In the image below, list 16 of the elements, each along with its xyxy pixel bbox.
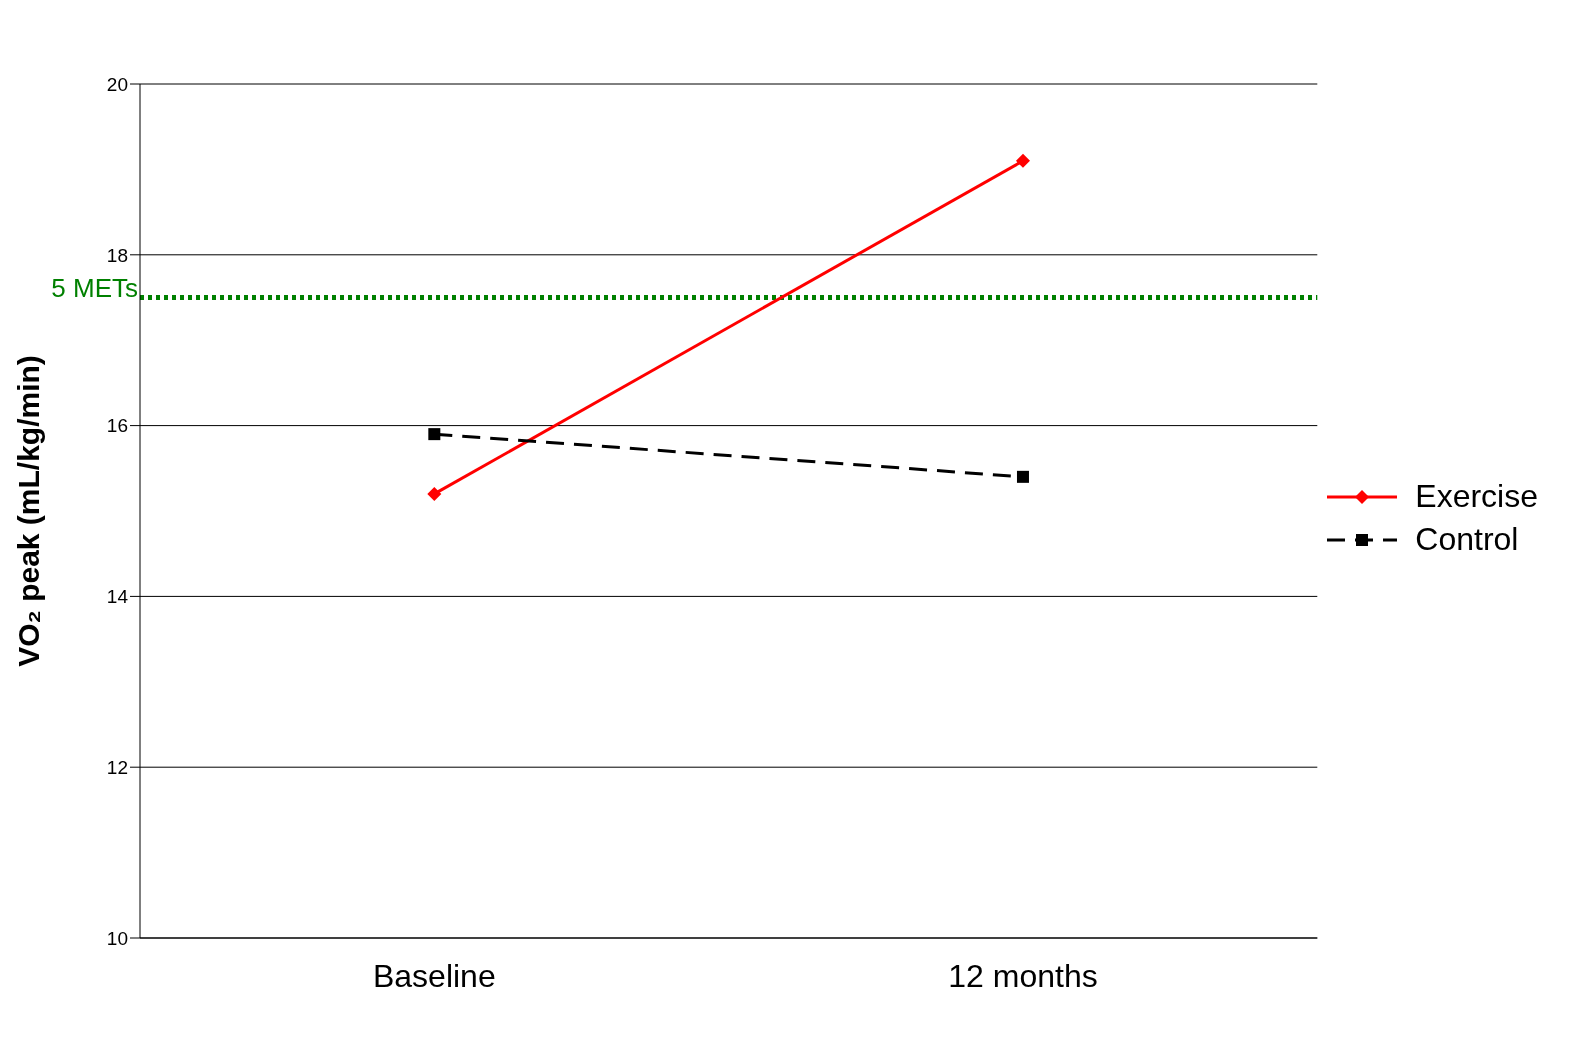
point xyxy=(1016,470,1029,483)
y-tick-label: 20 xyxy=(106,73,128,95)
point xyxy=(1015,153,1030,168)
x-tick-label: 12 months xyxy=(948,957,1098,994)
y-tick-label: 16 xyxy=(106,415,128,437)
x-tick-label: Baseline xyxy=(372,957,496,994)
ref-line-label: 5 METs xyxy=(51,272,138,303)
y-tick-label: 10 xyxy=(106,927,128,949)
legend-label: Exercise xyxy=(1415,478,1538,515)
y-axis-title: VO₂ peak (mL/kg/min) xyxy=(11,355,45,667)
y-tick-label: 12 xyxy=(106,756,128,778)
y-tick-label: 14 xyxy=(106,586,129,608)
point xyxy=(428,428,441,441)
point xyxy=(427,486,442,501)
y-tick-label: 18 xyxy=(106,244,128,266)
legend-label: Control xyxy=(1415,521,1519,558)
